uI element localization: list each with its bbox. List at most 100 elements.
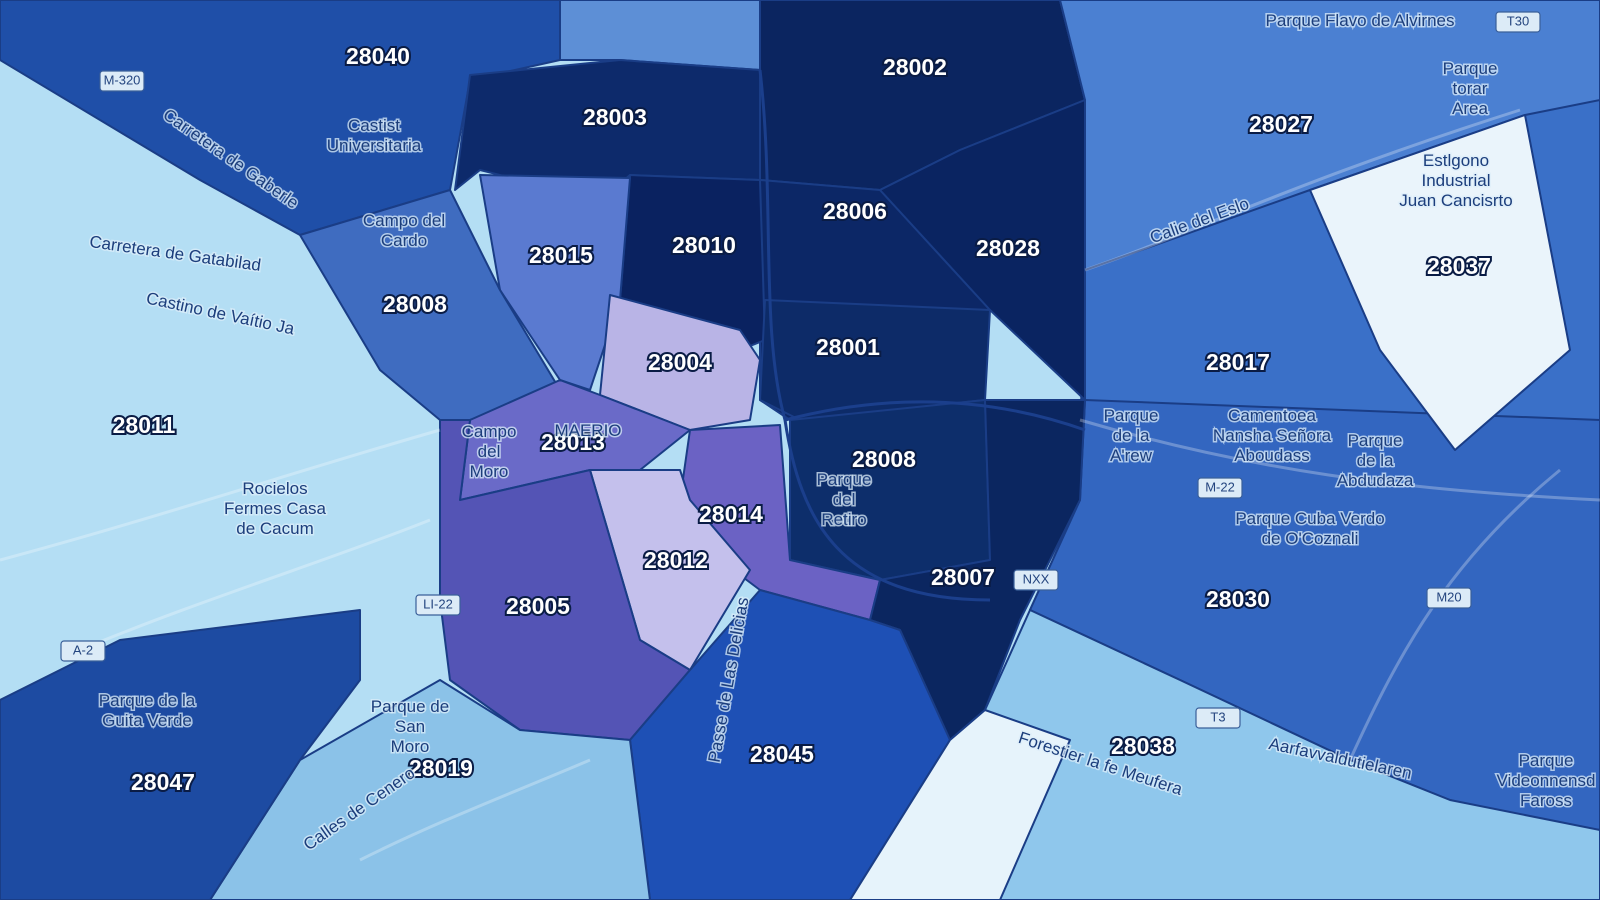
postal-code: 28037 [1427, 253, 1491, 279]
place-line: Abdudaza [1337, 471, 1414, 490]
street [784, 400, 1086, 432]
place-line: Universitaria [327, 136, 422, 155]
place-label: Parque de la Abdudaza [1337, 431, 1414, 490]
postal-code: 28019 [409, 755, 473, 781]
road-badge [1495, 11, 1541, 33]
zone [1059, 0, 1600, 271]
place-label: Parque Flavo de Alvirnes [1266, 11, 1455, 30]
postal-code: 28027 [1249, 111, 1313, 137]
place-line: de Cacum [236, 519, 313, 538]
road-badge [1013, 569, 1059, 591]
place-line: Industrial [1422, 171, 1491, 190]
place-line: Faross [1520, 791, 1572, 810]
place-line: Parque Flavo de Alvirnes [1266, 11, 1455, 30]
zone [1309, 114, 1571, 451]
place-label: Rocielos Fermes Casa de Cacum [224, 479, 327, 538]
place-label: Parque torar Area [1443, 59, 1498, 118]
road-label: NXX [1023, 571, 1050, 586]
place-label: Camentoea Nansha Señora Aboudass [1213, 406, 1332, 465]
zone [789, 399, 991, 581]
place-line: Retiro [821, 510, 866, 529]
zone [0, 609, 361, 900]
place-line: Moro [391, 737, 430, 756]
postal-code: 28015 [529, 242, 593, 268]
postal-code: 28038 [1111, 733, 1175, 759]
postal-code: 28013 [541, 429, 605, 455]
place-line: Parque Cuba Verdo [1235, 509, 1384, 528]
place-label: Parque Cuba Verdo de O'Coznali [1235, 509, 1384, 548]
place-line: de la [1113, 426, 1150, 445]
postal-code: 28047 [131, 769, 195, 795]
postal-code: 28030 [1206, 586, 1270, 612]
street [359, 758, 591, 862]
place-label: Parque de la A'rew [1104, 406, 1159, 465]
road-label: M-320 [104, 72, 141, 87]
place-label: Campo del Moro [462, 422, 517, 481]
place-line: Juan Cancisrto [1399, 191, 1512, 210]
postal-code: 28006 [823, 198, 887, 224]
road-badge [99, 70, 145, 92]
place-label: Parque de San Moro [371, 697, 449, 756]
place-line: Cardo [381, 231, 427, 250]
road-label: M-22 [1205, 479, 1235, 494]
place-line: torar [1453, 79, 1488, 98]
street [1079, 418, 1600, 502]
postal-code: 28008 [383, 291, 447, 317]
place-line: Parque [1104, 406, 1159, 425]
street [1084, 108, 1521, 272]
place-line: Moro [470, 462, 509, 481]
zone [559, 0, 761, 71]
streets [0, 69, 1600, 862]
place-label: Parque Videonnensd Faross [1497, 751, 1596, 810]
place-line: Campo [462, 422, 517, 441]
place-line: Area [1452, 99, 1488, 118]
place-label: Campo del Cardo [363, 211, 445, 250]
place-line: Parque [817, 470, 872, 489]
road-label: M20 [1436, 589, 1461, 604]
zone [879, 99, 1086, 401]
place-line: Castist [348, 116, 400, 135]
postal-code: 28007 [931, 564, 995, 590]
zone [849, 709, 1071, 900]
place-label: Parque de la Guita Verde [99, 691, 196, 730]
road-label: T30 [1507, 13, 1529, 28]
place-line: Camentoea [1228, 406, 1316, 425]
place-line: Nansha Señora [1213, 426, 1332, 445]
place-label: Estlgono Industrial Juan Cancisrto [1399, 151, 1512, 210]
road-badge [1197, 477, 1243, 499]
place-label: MAERIO [554, 421, 621, 440]
postal-code: 28014 [699, 501, 763, 527]
place-line: Parque [1519, 751, 1574, 770]
place-line: de la [1357, 451, 1394, 470]
place-line: Aboudass [1234, 446, 1310, 465]
postal-code: 28002 [883, 54, 947, 80]
postal-code: 28045 [750, 741, 814, 767]
postal-code: 28010 [672, 232, 736, 258]
road-label: T3 [1210, 709, 1225, 724]
place-label: Parque del Retiro [817, 470, 872, 529]
place-line: Rocielos [242, 479, 307, 498]
postal-code: 28028 [976, 235, 1040, 261]
place-line: Videonnensd [1497, 771, 1596, 790]
postal-code: 28017 [1206, 349, 1270, 375]
postal-code: 28003 [583, 104, 647, 130]
place-line: Estlgono [1423, 151, 1489, 170]
postal-code: 28001 [816, 334, 880, 360]
place-line: Parque [1348, 431, 1403, 450]
place-line: MAERIO [554, 421, 621, 440]
postal-code: 28040 [346, 43, 410, 69]
place-line: Parque [1443, 59, 1498, 78]
street [0, 428, 441, 562]
street [79, 518, 431, 652]
road-badge [1195, 707, 1241, 729]
road-badge [415, 594, 461, 616]
place-line: Parque de [371, 697, 449, 716]
place-line: del [833, 490, 856, 509]
place-line: San [395, 717, 425, 736]
place-line: Campo del [363, 211, 445, 230]
place-line: del [478, 442, 501, 461]
road-label: A-2 [73, 642, 93, 657]
place-line: Guita Verde [102, 711, 192, 730]
